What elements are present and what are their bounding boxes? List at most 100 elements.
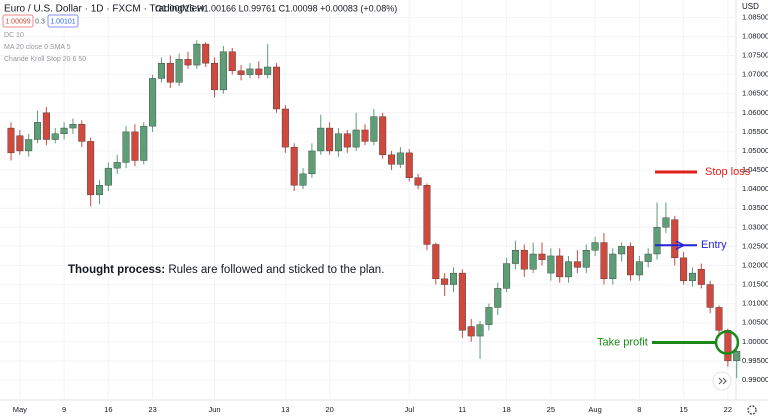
candle-body bbox=[34, 122, 42, 140]
y-tick-label: 0.99000 bbox=[742, 375, 768, 384]
x-tick-label: 8 bbox=[637, 405, 641, 414]
candle-body bbox=[361, 129, 369, 142]
settings-icon[interactable] bbox=[747, 405, 757, 415]
candle-body bbox=[219, 51, 227, 91]
candle-body bbox=[627, 246, 635, 276]
indicator-label: MA 20 close 0 SMA 5 bbox=[4, 44, 71, 51]
y-tick-label: 1.01500 bbox=[742, 280, 768, 289]
candle-body bbox=[51, 133, 59, 140]
y-tick-label: 1.04500 bbox=[742, 165, 768, 174]
note-text: Rules are followed and sticked to the pl… bbox=[165, 264, 384, 276]
candle-body bbox=[237, 70, 245, 75]
y-tick-label: 1.01000 bbox=[742, 299, 768, 308]
candle-body bbox=[494, 288, 502, 308]
candle-body bbox=[343, 133, 351, 148]
candle-body bbox=[246, 68, 254, 75]
entry-label: Entry bbox=[701, 239, 727, 251]
candle-body bbox=[69, 124, 77, 129]
y-tick-label: 1.06500 bbox=[742, 89, 768, 98]
candle-body bbox=[432, 244, 440, 280]
candle-body bbox=[370, 116, 378, 142]
candle-body bbox=[414, 177, 422, 186]
take-profit-circle bbox=[714, 330, 740, 355]
y-tick-label: 1.07500 bbox=[742, 51, 768, 60]
candle-body bbox=[87, 141, 95, 196]
candle-body bbox=[609, 253, 617, 280]
candle-body bbox=[618, 246, 626, 255]
candle-body bbox=[175, 59, 183, 83]
x-tick-label: 16 bbox=[104, 405, 112, 414]
currency: USD bbox=[742, 2, 759, 11]
candle-body bbox=[16, 135, 24, 152]
y-tick-label: 1.02500 bbox=[742, 241, 768, 250]
x-tick-label: 23 bbox=[148, 405, 156, 414]
candle-body bbox=[396, 152, 404, 165]
candle-body bbox=[476, 324, 484, 337]
y-tick-label: 1.02000 bbox=[742, 260, 768, 269]
candle-body bbox=[458, 272, 466, 331]
y-tick-label: 1.08000 bbox=[742, 31, 768, 40]
candle-body bbox=[680, 257, 688, 281]
candle-body bbox=[193, 43, 201, 66]
candle-body bbox=[42, 112, 50, 140]
candle-body bbox=[405, 152, 413, 178]
x-tick-label: Jun bbox=[209, 405, 221, 414]
candle-body bbox=[423, 185, 431, 245]
candle-body bbox=[166, 62, 174, 83]
y-tick-label: 1.06000 bbox=[742, 108, 768, 117]
x-tick-label: May bbox=[13, 405, 27, 414]
candle-body bbox=[157, 62, 165, 79]
indicator-label: DC 10 bbox=[4, 32, 24, 39]
y-tick-label: 1.05000 bbox=[742, 146, 768, 155]
candle-body bbox=[733, 351, 741, 362]
candles bbox=[7, 40, 741, 379]
candle-body bbox=[140, 125, 148, 161]
note-bold: Thought process: Rules are followed and … bbox=[68, 264, 384, 276]
candle-body bbox=[520, 249, 528, 270]
y-tick-label: 1.00000 bbox=[742, 337, 768, 346]
candle-body bbox=[600, 242, 608, 280]
candle-body bbox=[281, 108, 289, 148]
candle-body bbox=[591, 242, 599, 251]
candle-body bbox=[644, 253, 652, 262]
x-tick-label: Jul bbox=[404, 405, 414, 414]
candle-body bbox=[556, 255, 564, 278]
candle-body bbox=[653, 227, 661, 255]
candle-body bbox=[326, 127, 334, 152]
candle-body bbox=[60, 127, 68, 134]
x-tick-label: 25 bbox=[547, 405, 555, 414]
ask-box bbox=[47, 14, 79, 28]
candle-body bbox=[113, 162, 121, 169]
candle-body bbox=[503, 263, 511, 289]
candle-body bbox=[715, 307, 723, 331]
candle-body bbox=[485, 307, 493, 325]
y-tick-label: 1.08500 bbox=[742, 12, 768, 21]
candle-body bbox=[78, 124, 86, 142]
y-tick-label: 1.07000 bbox=[742, 70, 768, 79]
candle-body bbox=[565, 261, 573, 278]
candle-body bbox=[450, 272, 458, 285]
x-tick-label: 13 bbox=[281, 405, 289, 414]
ask-price: 1.00101 bbox=[50, 18, 75, 25]
candle-body bbox=[211, 62, 219, 91]
x-tick-label: 20 bbox=[325, 405, 333, 414]
ohlc-legend: O1.00015 H1.00166 L0.99761 C1.00098 +0.0… bbox=[155, 3, 397, 13]
candle-body bbox=[308, 150, 316, 175]
spread: 0.3 bbox=[35, 18, 45, 25]
y-tick-label: 1.05500 bbox=[742, 127, 768, 136]
candle-body bbox=[671, 219, 679, 259]
note-bold-text: Thought process: bbox=[68, 264, 165, 276]
candle-body bbox=[582, 249, 590, 268]
candle-body bbox=[317, 127, 325, 152]
bid-box bbox=[2, 14, 34, 28]
candle-body bbox=[441, 278, 449, 285]
x-tick-label: 15 bbox=[679, 405, 687, 414]
take-profit-label: Take profit bbox=[597, 336, 648, 348]
candle-body bbox=[724, 330, 732, 362]
x-tick-label: 22 bbox=[724, 405, 732, 414]
candle-body bbox=[635, 261, 643, 276]
candle-body bbox=[706, 284, 714, 308]
candle-body bbox=[662, 217, 670, 228]
